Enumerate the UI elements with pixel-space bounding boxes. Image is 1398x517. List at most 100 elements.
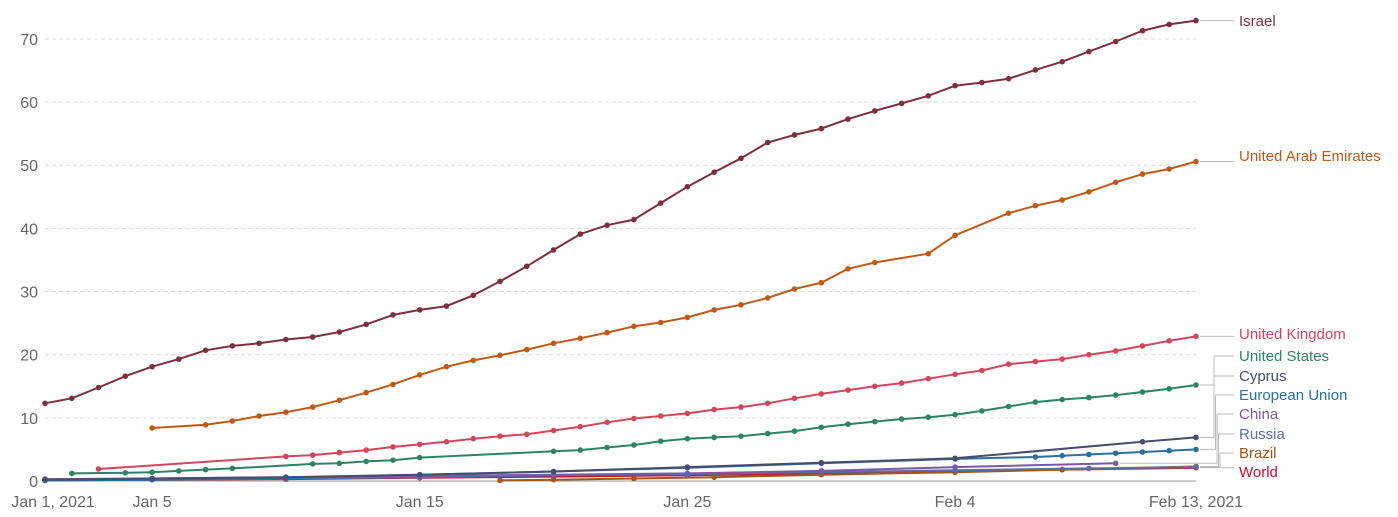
legend-label-european-union: European Union xyxy=(1239,387,1347,404)
data-point-united-kingdom-28 xyxy=(1005,361,1012,368)
legend-entry-russia: Russia xyxy=(1200,426,1286,468)
data-point-united-states-33 xyxy=(1139,389,1146,395)
data-point-united-arab-emirates-14 xyxy=(550,340,557,347)
axis-layer: 0 10 20 30 40 50 60 70 Jan 1, 2021 Jan 5 Jan 15 Jan… xyxy=(11,32,1243,511)
data-point-israel-40 xyxy=(1112,38,1119,45)
data-point-european-union-10 xyxy=(1086,451,1092,458)
data-point-united-kingdom-35 xyxy=(1193,333,1199,340)
data-point-israel-37 xyxy=(1032,67,1039,73)
legend-leader-united-states xyxy=(1200,355,1234,386)
data-point-israel-23 xyxy=(657,200,664,206)
data-point-united-states-12 xyxy=(577,447,584,453)
data-point-united-arab-emirates-21 xyxy=(738,302,744,308)
data-point-israel-18 xyxy=(524,263,530,270)
data-point-united-arab-emirates-26 xyxy=(872,259,878,266)
data-point-united-arab-emirates-24 xyxy=(818,279,825,286)
data-point-european-union-13 xyxy=(1166,447,1172,454)
data-point-united-arab-emirates-27 xyxy=(925,250,932,257)
data-point-united-states-6 xyxy=(309,461,316,467)
data-point-united-states-14 xyxy=(631,442,637,448)
data-point-united-arab-emirates-25 xyxy=(845,266,851,272)
data-point-china-8 xyxy=(1112,460,1119,467)
data-point-united-states-26 xyxy=(952,411,958,418)
data-point-european-union-8 xyxy=(1032,454,1039,460)
data-point-united-arab-emirates-6 xyxy=(336,397,343,404)
series-cyprus xyxy=(42,434,1199,483)
data-point-united-kingdom-34 xyxy=(1166,338,1172,344)
data-point-israel-39 xyxy=(1086,48,1092,55)
data-point-israel-27 xyxy=(764,139,771,146)
legend-layer: Israel United Arab Emirates United Kingdom… xyxy=(1119,13,1381,481)
legend-label-united-arab-emirates: United Arab Emirates xyxy=(1239,148,1381,165)
x-tick-label-jan-5: Jan 5 xyxy=(132,494,171,511)
data-point-united-states-25 xyxy=(925,414,932,421)
data-point-united-arab-emirates-32 xyxy=(1086,189,1092,195)
data-point-israel-30 xyxy=(845,116,851,122)
x-tick-label-jan-25: Jan 25 xyxy=(663,494,711,511)
legend-entry-israel: Israel xyxy=(1200,13,1276,30)
data-point-israel-5 xyxy=(176,356,182,362)
data-point-united-arab-emirates-13 xyxy=(524,346,530,353)
series-line-cyprus xyxy=(44,436,1197,481)
data-point-cyprus-5 xyxy=(684,464,691,470)
series-united-states xyxy=(69,382,1199,477)
data-point-united-kingdom-31 xyxy=(1086,351,1092,358)
data-point-israel-11 xyxy=(336,329,343,335)
data-point-united-states-35 xyxy=(1193,382,1199,388)
y-tick-label-10: 10 xyxy=(20,411,38,428)
legend-entry-united-states: United States xyxy=(1200,348,1329,386)
data-point-israel-36 xyxy=(1005,75,1012,82)
data-point-china-6 xyxy=(818,468,825,474)
data-point-united-states-1 xyxy=(122,470,129,476)
data-point-israel-16 xyxy=(470,292,477,299)
data-point-united-states-31 xyxy=(1086,394,1092,401)
data-point-united-kingdom-8 xyxy=(470,435,477,442)
series-united-arab-emirates xyxy=(149,158,1199,431)
series-line-united-arab-emirates xyxy=(151,160,1197,429)
data-point-united-arab-emirates-7 xyxy=(363,389,370,396)
data-point-united-arab-emirates-8 xyxy=(390,381,396,388)
data-point-united-states-5 xyxy=(229,465,236,472)
data-point-united-kingdom-3 xyxy=(336,449,343,456)
series-israel xyxy=(42,17,1199,407)
series-line-brazil xyxy=(499,465,1197,482)
series-line-united-states xyxy=(70,384,1197,475)
data-point-united-arab-emirates-10 xyxy=(443,363,450,370)
data-point-united-states-13 xyxy=(604,444,610,451)
data-point-israel-13 xyxy=(390,312,396,318)
data-point-united-kingdom-26 xyxy=(952,371,958,378)
data-point-united-arab-emirates-20 xyxy=(711,307,717,313)
data-point-cyprus-8 xyxy=(1139,439,1146,445)
data-point-united-arab-emirates-35 xyxy=(1166,166,1172,172)
legend-entry-united-arab-emirates: United Arab Emirates xyxy=(1200,148,1381,165)
series-line-united-kingdom xyxy=(97,335,1197,470)
y-tick-label-70: 70 xyxy=(20,32,38,49)
data-point-united-states-4 xyxy=(202,466,209,473)
data-point-united-kingdom-23 xyxy=(872,383,878,390)
data-point-united-kingdom-27 xyxy=(979,367,985,374)
data-point-united-kingdom-2 xyxy=(309,452,316,458)
data-point-united-kingdom-13 xyxy=(604,419,610,426)
data-point-israel-17 xyxy=(497,278,503,285)
data-point-united-states-22 xyxy=(845,421,851,428)
legend-entry-european-union: European Union xyxy=(1200,387,1347,450)
legend-leader-russia xyxy=(1200,433,1234,468)
data-point-united-states-24 xyxy=(898,416,905,422)
data-point-united-kingdom-32 xyxy=(1112,348,1119,354)
data-point-united-arab-emirates-23 xyxy=(791,286,798,292)
data-point-israel-4 xyxy=(149,363,155,370)
data-point-israel-25 xyxy=(711,169,717,175)
data-point-european-union-9 xyxy=(1059,452,1065,459)
data-point-united-kingdom-5 xyxy=(390,444,396,450)
data-point-united-states-34 xyxy=(1166,386,1172,392)
data-point-united-arab-emirates-34 xyxy=(1139,171,1146,177)
x-tick-label-feb-13-2021: Feb 13, 2021 xyxy=(1149,494,1243,511)
data-point-cyprus-4 xyxy=(550,468,557,475)
data-point-united-states-23 xyxy=(872,418,878,425)
legend-label-russia: Russia xyxy=(1239,426,1286,443)
series-united-kingdom xyxy=(95,333,1199,472)
data-point-israel-26 xyxy=(738,155,744,162)
legend-leader-china xyxy=(1119,413,1234,464)
data-point-united-kingdom-19 xyxy=(764,400,771,407)
data-point-united-kingdom-33 xyxy=(1139,343,1146,349)
